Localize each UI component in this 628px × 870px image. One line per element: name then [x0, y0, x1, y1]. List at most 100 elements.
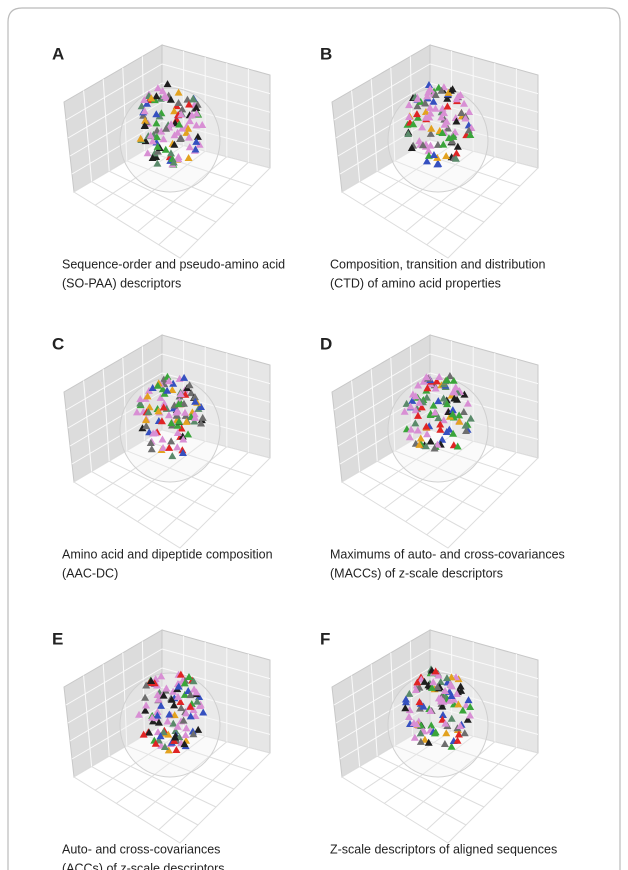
point-marker [186, 712, 195, 720]
point-marker [426, 411, 435, 419]
point-marker [407, 425, 416, 433]
point-marker [180, 679, 189, 687]
point-marker [409, 120, 418, 128]
point-marker [142, 422, 151, 430]
point-marker [462, 426, 471, 434]
point-marker [176, 670, 185, 678]
figure-frame [7, 7, 621, 870]
point-marker [442, 674, 451, 682]
point-marker [177, 134, 186, 142]
panel-label: B [320, 44, 332, 63]
point-marker [434, 414, 443, 422]
panel-label: A [52, 44, 64, 63]
point-marker [140, 122, 149, 130]
point-marker [160, 399, 169, 407]
grid-line [351, 380, 361, 472]
panel-label: E [52, 629, 63, 648]
grid-line [429, 667, 539, 698]
point-marker [155, 112, 164, 120]
point-marker [151, 429, 160, 437]
point-marker [165, 443, 174, 451]
grid-line [390, 357, 396, 451]
grid-line [429, 353, 539, 385]
point-marker [177, 110, 186, 118]
grid-line [394, 160, 503, 205]
sphere [387, 87, 489, 193]
grid-line [108, 755, 217, 808]
point-marker [433, 140, 442, 148]
sphere [119, 87, 221, 193]
point-marker [174, 155, 183, 163]
point-marker [424, 738, 433, 746]
point-marker [466, 711, 475, 719]
point-marker [167, 695, 176, 703]
point-marker [436, 678, 445, 686]
point-marker [136, 134, 145, 142]
grid-line [122, 357, 128, 451]
point-marker [185, 381, 194, 389]
point-marker [170, 140, 179, 148]
point-marker [165, 710, 174, 718]
grid-line [426, 162, 517, 246]
point-marker [448, 410, 457, 418]
point-marker [184, 673, 193, 681]
point-marker [458, 706, 467, 714]
point-marker [153, 711, 162, 719]
point-marker [153, 381, 162, 389]
point-marker [190, 393, 199, 401]
point-marker [461, 114, 470, 122]
point-marker [415, 398, 424, 406]
point-marker [154, 695, 163, 703]
point-marker [452, 689, 461, 697]
point-marker [416, 737, 425, 745]
grid-line [426, 747, 517, 831]
point-marker [451, 154, 460, 162]
point-marker [400, 407, 409, 415]
point-marker [439, 416, 448, 424]
point-marker [459, 408, 468, 416]
grid-line [83, 380, 93, 472]
grid-line [384, 735, 474, 804]
point-marker [147, 94, 156, 102]
grid-line [412, 734, 521, 772]
point-marker [433, 440, 442, 448]
point-marker [444, 408, 453, 416]
point-marker [416, 434, 425, 442]
grid-line [161, 82, 271, 113]
point-marker [169, 719, 178, 727]
point-marker [179, 435, 188, 443]
grid-line [362, 730, 452, 791]
grid-line [122, 652, 128, 746]
point-marker [451, 383, 460, 391]
grid-line [351, 675, 361, 767]
grid-line [429, 63, 539, 95]
grid-line [116, 440, 206, 509]
point-marker [454, 730, 463, 738]
point-marker [146, 131, 155, 139]
grid-line [67, 667, 163, 724]
point-marker [136, 399, 145, 407]
point-marker [191, 397, 200, 405]
point-marker [151, 739, 160, 747]
point-marker [422, 157, 431, 165]
grid-line [91, 471, 199, 531]
point-marker [456, 682, 465, 690]
point-marker [179, 399, 188, 407]
point-marker [191, 413, 200, 421]
panel-caption: (AAC-DC) [62, 566, 118, 580]
point-marker [443, 94, 452, 102]
point-marker [452, 117, 461, 125]
point-marker [437, 113, 446, 121]
panel: E Auto- and cross-covariances (ACCs) of z-… [52, 629, 271, 870]
point-marker [173, 429, 182, 437]
point-marker [430, 444, 439, 452]
point-marker [438, 128, 447, 136]
grid-line [333, 648, 431, 706]
grid-line [83, 675, 93, 767]
point-marker [464, 126, 473, 134]
grid-line [429, 705, 539, 735]
floor [341, 724, 539, 844]
point-marker [429, 678, 438, 686]
point-marker [453, 142, 462, 150]
point-marker [439, 140, 448, 148]
